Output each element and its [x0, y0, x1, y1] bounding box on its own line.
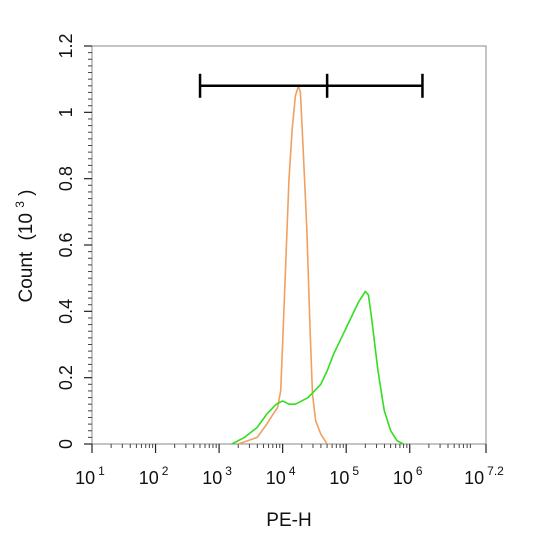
histogram-series-1: [237, 85, 328, 445]
y-tick-label: 0.6: [56, 232, 76, 257]
x-tick-label: 10 4: [266, 464, 296, 488]
y-axis-unit-base: (10: [16, 213, 37, 240]
y-axis-unit-exponent: 3: [13, 201, 27, 208]
x-axis: 10 1 10 2 10 3 10 4 10 5 10 6 10 7.2: [75, 444, 504, 488]
histogram-series-2: [231, 290, 404, 445]
y-tick-label: 0.8: [56, 166, 76, 191]
y-tick-label: 0.2: [56, 365, 76, 390]
y-tick-label: 0.4: [56, 299, 76, 324]
x-tick-label: 10 2: [139, 464, 169, 488]
y-tick-label: 1: [56, 107, 76, 117]
y-axis-title: Count (10 3 ): [8, 189, 37, 302]
y-axis-title-label: Count: [16, 251, 37, 302]
gate-marker: [198, 73, 424, 98]
series-layer: [231, 85, 404, 445]
x-tick-label: 10 1: [75, 464, 105, 488]
x-tick-label: 10 5: [329, 464, 359, 488]
y-axis: 0 0.2 0.4 0.6 0.8 1 1.2: [56, 33, 92, 449]
y-tick-label: 1.2: [56, 33, 76, 58]
plot-frame: [91, 45, 487, 445]
x-axis-title: PE-H: [266, 510, 311, 531]
y-axis-unit-close: ): [16, 189, 37, 195]
plot-border: [91, 45, 487, 445]
x-tick-label: 10 3: [202, 464, 232, 488]
x-tick-label: 10 7.2: [464, 464, 504, 488]
x-tick-label: 10 6: [393, 464, 423, 488]
y-tick-label: 0: [56, 439, 76, 449]
